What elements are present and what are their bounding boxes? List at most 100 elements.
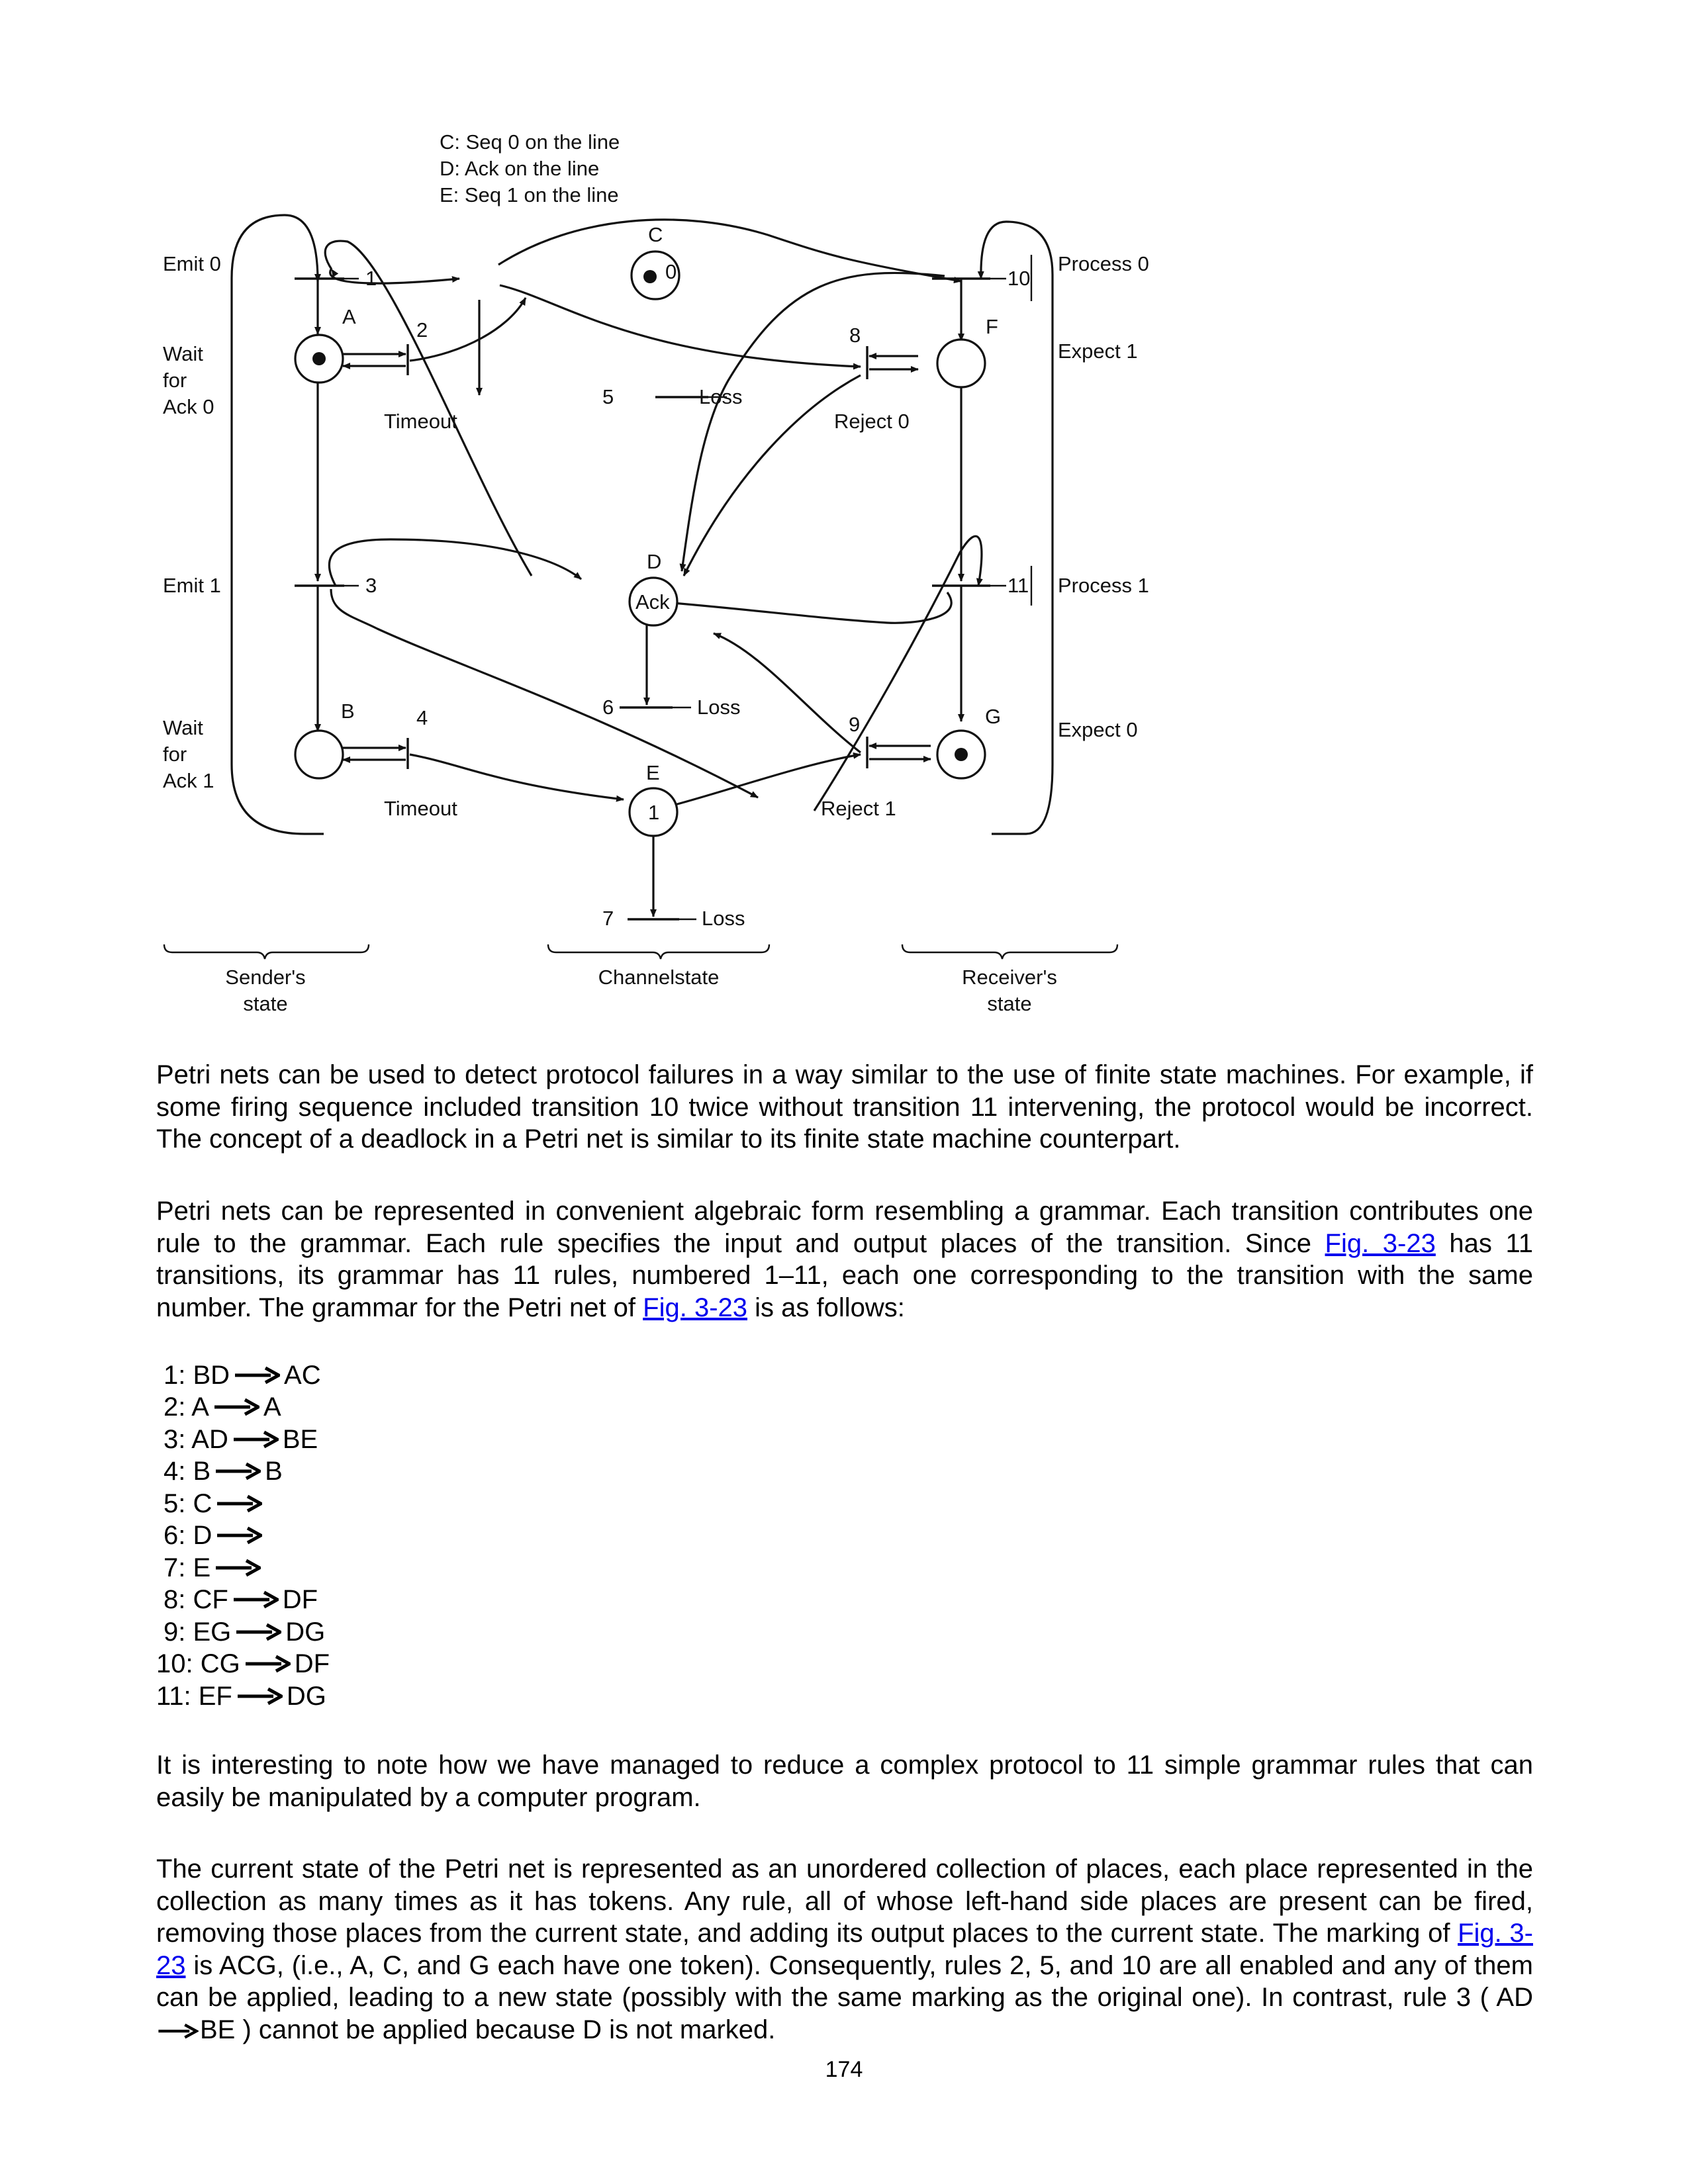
arrow-icon (236, 1623, 282, 1641)
para2-text-2: has 11 transitions, its grammar has 11 r… (156, 1228, 1533, 1322)
rule-10: 10: CG DF (156, 1649, 330, 1679)
rule-9: 9: EG DG (164, 1617, 326, 1647)
label-process1: Process 1 (1058, 574, 1149, 597)
label-wait0-3: Ack 0 (163, 395, 214, 418)
petri-net-figure: C: Seq 0 on the line D: Ack on the line … (152, 129, 1185, 1029)
token-c (643, 270, 657, 283)
transition-label-7: 7 (602, 907, 614, 930)
label-receiver-1: Receiver's (962, 966, 1057, 989)
para2-text-1: Petri nets can be represented in conveni… (156, 1197, 1533, 1258)
sender-brace (163, 944, 370, 960)
label-emit1: Emit 1 (163, 574, 221, 597)
place-c-name: C (648, 223, 663, 246)
arc-d-to-t1b (324, 240, 533, 576)
arc-c-to-t10 (498, 218, 962, 284)
arrow-icon (217, 1527, 263, 1545)
arc-t3-to-e (330, 588, 759, 799)
transition-label-1: 1 (365, 267, 377, 290)
arc-d-to-t1 (152, 144, 437, 598)
paragraph-4: The current state of the Petri net is re… (156, 1853, 1533, 2046)
arrow-icon (235, 1367, 281, 1385)
arrow-icon (217, 1495, 263, 1513)
place-d-inner: Ack (635, 590, 670, 614)
fig-link-3[interactable]: Fig. 3-23 (156, 1919, 1533, 1980)
place-b-name: B (341, 700, 355, 723)
receiver-brace (901, 944, 1119, 960)
rule-6: 6: D (164, 1518, 266, 1551)
label-loss-6: Loss (697, 696, 740, 719)
place-d-name: D (647, 550, 661, 573)
arc-e-to-t9 (669, 752, 861, 807)
arc-t9-to-d (713, 632, 861, 754)
fig-link-1[interactable]: Fig. 3-23 (1325, 1228, 1436, 1258)
place-g-name: G (985, 705, 1001, 728)
rule-1: 1: BD AC (164, 1361, 321, 1390)
petri-net-diagram: C: Seq 0 on the line D: Ack on the line … (152, 130, 1149, 1015)
label-timeout-1: Timeout (384, 797, 457, 820)
label-wait0-1: Wait (163, 342, 203, 365)
paragraph-1: Petri nets can be used to detect protoco… (156, 1060, 1533, 1154)
arrow-icon (237, 1688, 283, 1706)
arc-t8-to-d (682, 374, 861, 576)
rule-7: 7: E (164, 1551, 265, 1584)
legend-c: C: Seq 0 on the line (440, 130, 620, 154)
place-a-name: A (342, 305, 356, 328)
place-e (628, 787, 679, 837)
arc-t11-to-d (648, 592, 953, 624)
arc-c-to-t8 (499, 284, 861, 370)
transition-label-6: 6 (602, 696, 614, 719)
para4-text-1: The current state of the Petri net is re… (156, 1854, 1533, 1948)
label-expect0: Expect 0 (1058, 718, 1138, 741)
label-reject0: Reject 0 (834, 410, 910, 433)
label-loss-5: Loss (699, 385, 742, 408)
arrow-icon (158, 2023, 199, 2039)
arc-t4-to-e (409, 753, 624, 802)
place-d (628, 576, 679, 627)
label-wait0-2: for (163, 369, 187, 392)
token-a (312, 352, 326, 365)
place-e-name: E (646, 761, 660, 784)
transition-label-11: 11 (1008, 574, 1029, 597)
transition-label-5: 5 (602, 385, 614, 408)
place-c-inner: 0 (665, 260, 677, 283)
rule-11: 11: EF DG (156, 1682, 326, 1711)
place-b (294, 729, 344, 780)
label-sender-1: Sender's (225, 966, 305, 989)
transition-label-2: 2 (416, 318, 428, 341)
arc-t10-to-d (679, 271, 945, 572)
arc-t2-to-c (409, 297, 527, 362)
legend-d: D: Ack on the line (440, 157, 599, 180)
transition-label-8: 8 (849, 324, 861, 347)
label-timeout-0: Timeout (384, 410, 457, 433)
arrow-icon (233, 1431, 279, 1449)
arrow-icon (233, 1591, 279, 1609)
place-f (936, 338, 986, 388)
arrow-icon (214, 1398, 259, 1416)
label-wait1-3: Ack 1 (163, 769, 214, 792)
label-wait1-2: for (163, 743, 187, 766)
label-loss-7: Loss (702, 907, 745, 930)
place-e-inner: 1 (648, 801, 659, 824)
label-reject1: Reject 1 (821, 797, 896, 820)
para4-text-3: BE ) cannot be applied because D is not … (200, 2015, 776, 2044)
arc-t3-to-d-loop (328, 538, 582, 586)
para2-text-3: is as follows: (747, 1293, 905, 1322)
paragraph-2: Petri nets can be represented in conveni… (156, 1195, 1533, 1324)
arrow-icon (216, 1463, 261, 1480)
page-number: 174 (825, 2057, 863, 2082)
arc-t1-to-c (329, 269, 460, 285)
transition-label-4: 4 (416, 706, 428, 729)
label-sender-2: state (243, 992, 287, 1015)
para4-text-2: is ACG, (i.e., A, C, and G each have one… (156, 1950, 1533, 2013)
arrow-icon (245, 1655, 291, 1673)
label-wait1-1: Wait (163, 716, 203, 739)
rule-8: 8: CF DF (164, 1585, 318, 1615)
transition-label-10: 10 (1008, 267, 1030, 290)
label-emit0: Emit 0 (163, 252, 221, 275)
place-f-name: F (986, 315, 998, 338)
fig-link-2[interactable]: Fig. 3-23 (643, 1293, 748, 1322)
receiver-loop-arc (977, 220, 1054, 835)
label-expect1: Expect 1 (1058, 340, 1138, 363)
